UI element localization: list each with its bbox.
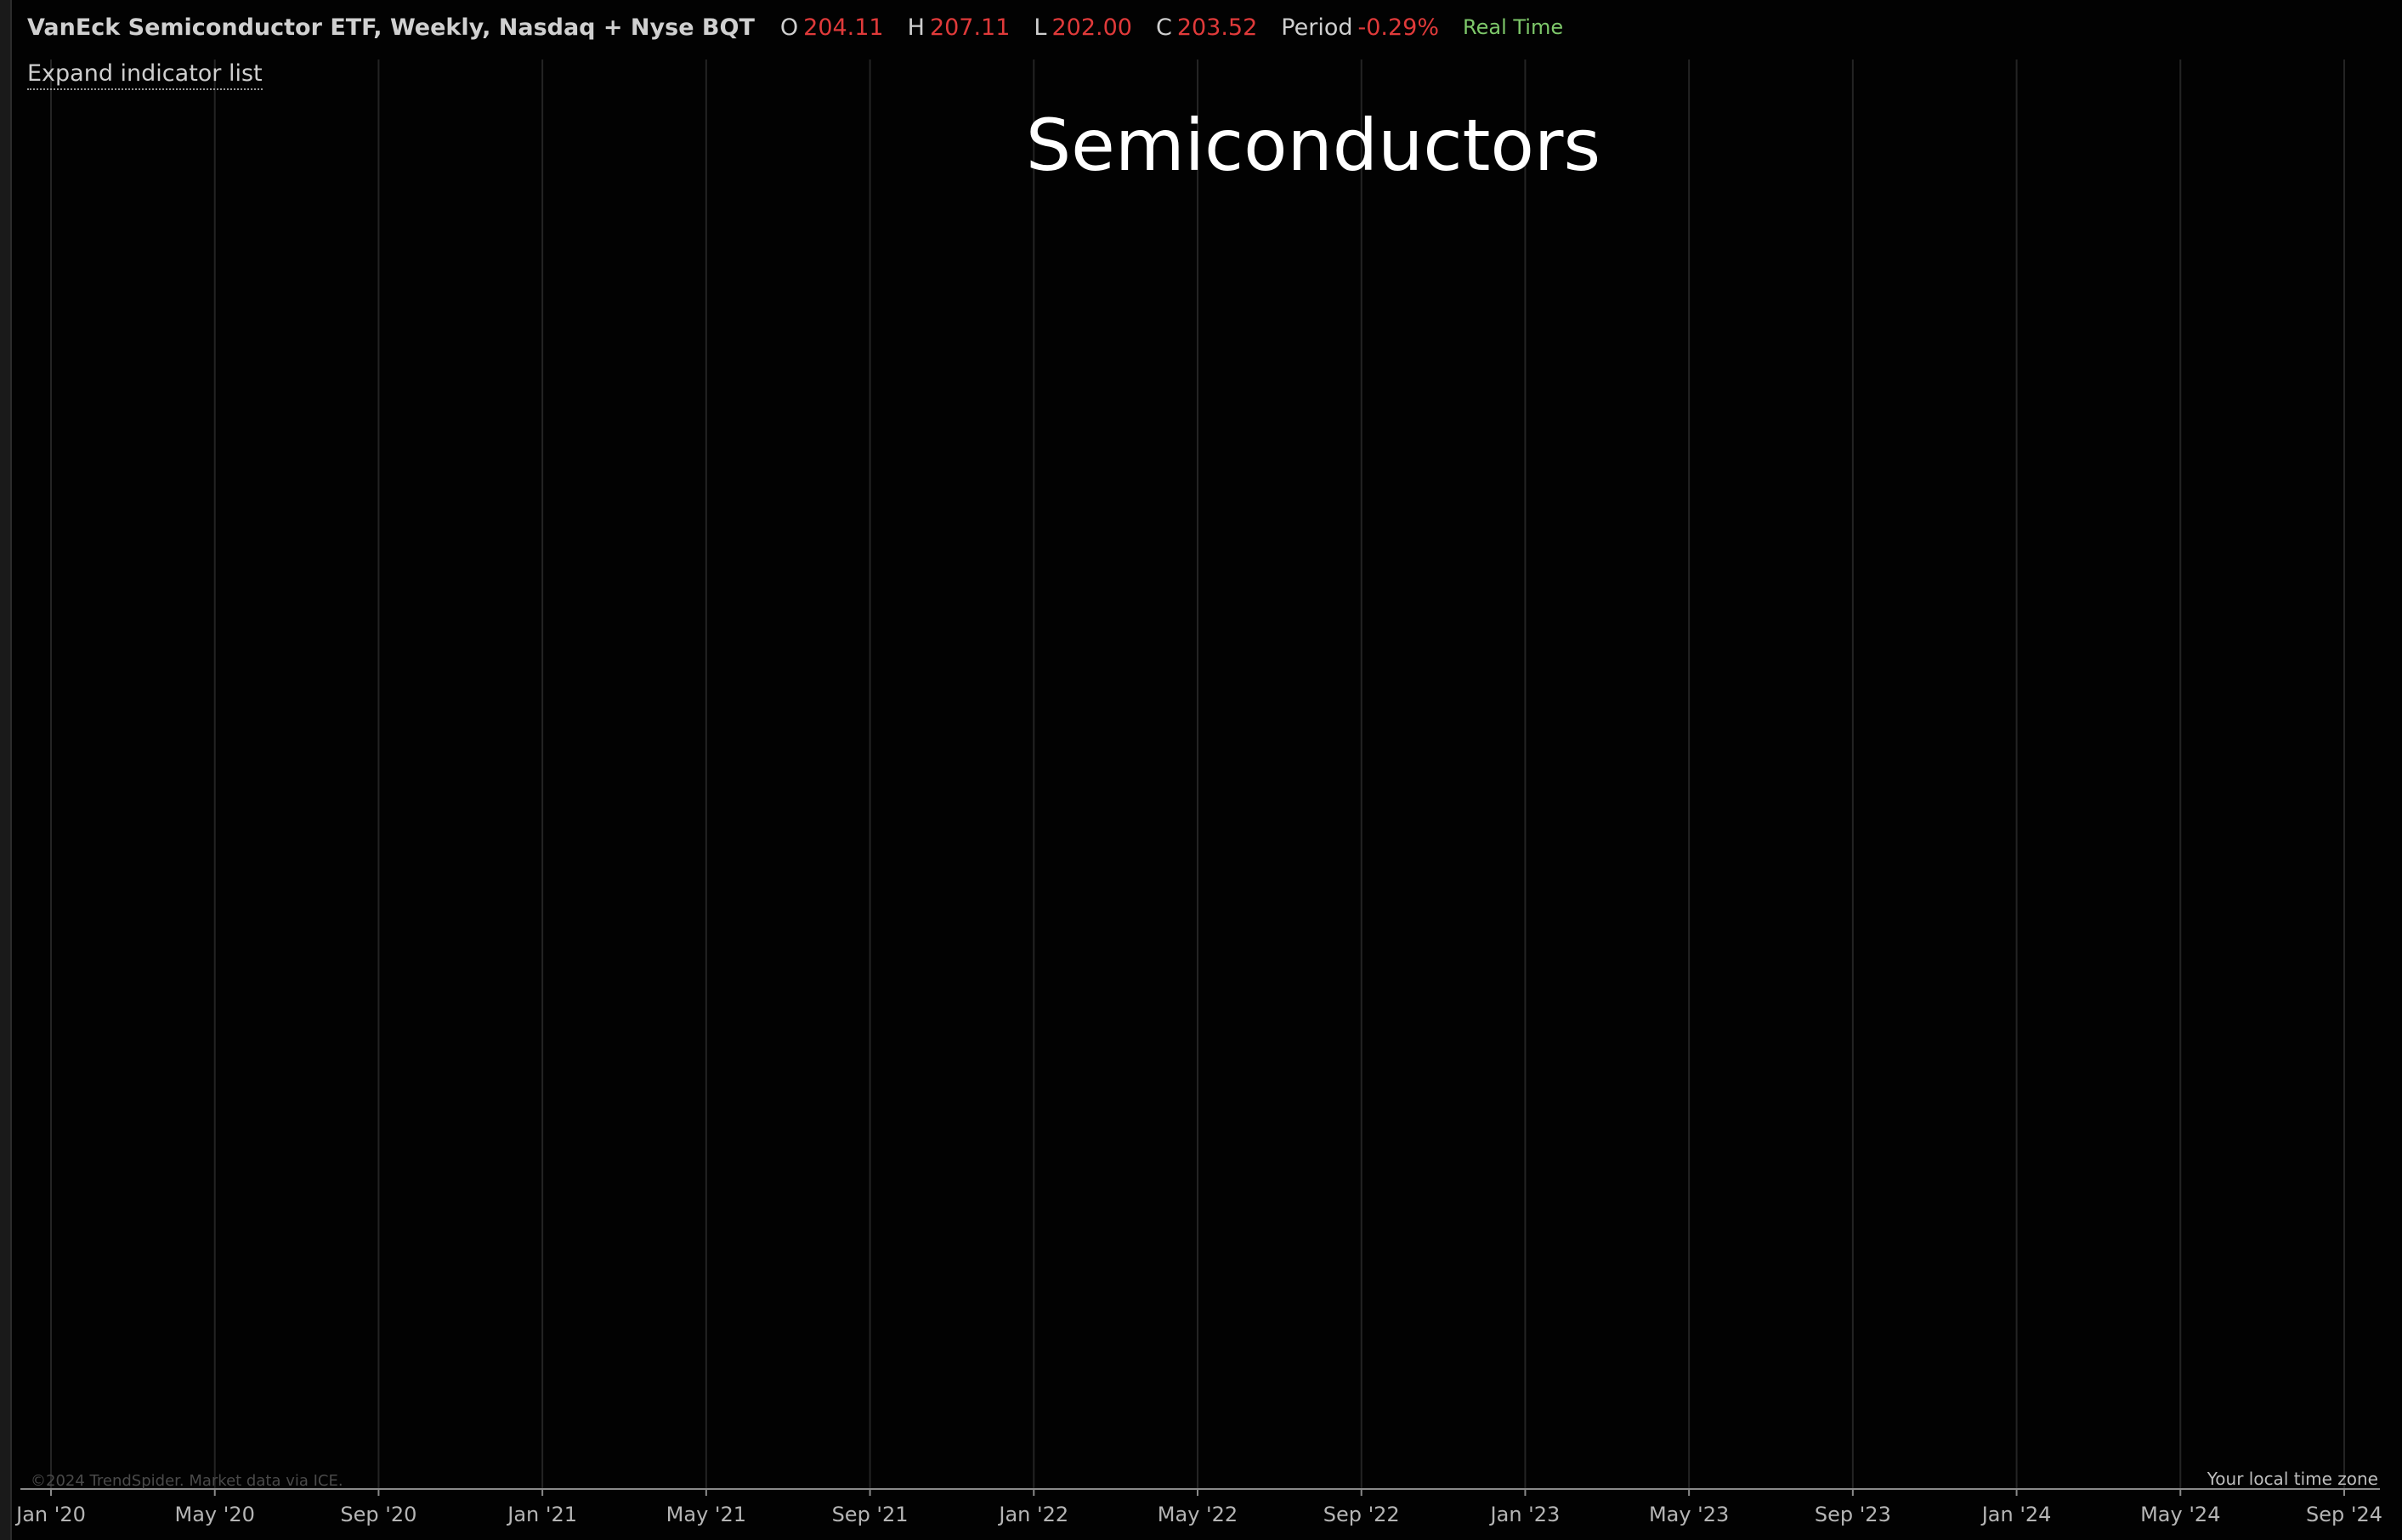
realtime-status: Real Time (1463, 15, 1564, 39)
chart-title: Semiconductors (1026, 104, 1600, 187)
left-rail-edge (10, 0, 12, 1540)
x-tick-label: May '20 (175, 1503, 255, 1526)
open-label: O (779, 14, 799, 41)
low-label: L (1034, 14, 1047, 41)
period-value: -0.29% (1357, 14, 1440, 41)
high-value: 207.11 (929, 14, 1011, 41)
left-rail[interactable] (0, 0, 12, 1540)
low-value: 202.00 (1051, 14, 1132, 41)
x-tick-label: Sep '20 (340, 1503, 416, 1526)
period-label: Period (1281, 14, 1353, 41)
x-tick-label: Sep '23 (1815, 1503, 1891, 1526)
x-tick-label: Jan '23 (1489, 1503, 1561, 1526)
x-tick-label: Jan '20 (14, 1503, 86, 1526)
high-label: H (907, 14, 925, 41)
open-value: 204.11 (803, 14, 884, 41)
x-tick-label: May '21 (666, 1503, 746, 1526)
expand-indicator-list-link[interactable]: Expand indicator list (27, 59, 263, 90)
x-tick-label: Sep '24 (2306, 1503, 2382, 1526)
instrument-header: VanEck Semiconductor ETF, Weekly, Nasdaq… (27, 12, 1563, 42)
x-tick-label: May '23 (1649, 1503, 1729, 1526)
close-value: 203.52 (1176, 14, 1258, 41)
timezone-label[interactable]: Your local time zone (2207, 1469, 2378, 1489)
axes: 258.15220.87188.98161.69138.34118.36101.… (14, 1488, 2382, 1526)
instrument-name[interactable]: VanEck Semiconductor ETF, Weekly, Nasdaq… (27, 14, 755, 41)
x-tick-label: Jan '21 (506, 1503, 577, 1526)
x-tick-label: Jan '22 (997, 1503, 1068, 1526)
grid (50, 59, 2345, 1489)
copyright-text: ©2024 TrendSpider. Market data via ICE. (31, 1472, 343, 1490)
x-tick-label: Jan '24 (1980, 1503, 2052, 1526)
close-label: C (1155, 14, 1172, 41)
x-tick-label: May '22 (1158, 1503, 1238, 1526)
x-tick-label: Sep '21 (832, 1503, 909, 1526)
x-tick-label: May '24 (2140, 1503, 2220, 1526)
x-tick-label: Sep '22 (1323, 1503, 1400, 1526)
